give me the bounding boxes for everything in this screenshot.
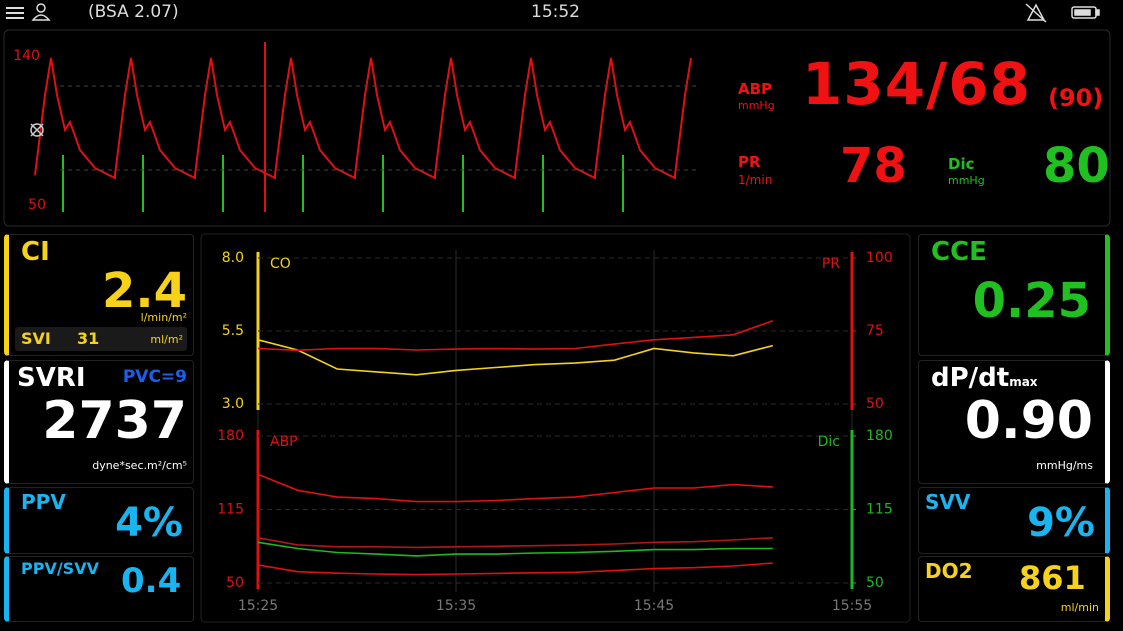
dpdt-unit: mmHg/ms [1036,459,1093,472]
trend-panel [200,233,911,623]
patient-bsa: (BSA 2.07) [88,2,179,22]
dpdt-tile[interactable]: dP/dtmax 0.90 mmHg/ms [918,360,1110,484]
cce-value: 0.25 [972,273,1091,329]
trend-line [257,562,773,576]
menu-icon[interactable] [6,7,24,19]
y-tick-label: 115 [217,502,244,518]
cce-tile[interactable]: CCE 0.25 [918,234,1110,356]
dic-value: 80 [1043,138,1110,194]
do2-value: 861 [1019,559,1086,597]
patient-icon[interactable] [31,3,51,21]
alarm-off-icon[interactable] [1025,3,1047,23]
ci-label: CI [21,237,50,267]
clock: 15:52 [531,2,580,22]
svv-value: 9% [1027,500,1095,546]
x-tick-label: 15:25 [238,598,278,614]
do2-unit: ml/min [1060,601,1099,614]
ci-unit: l/min/m² [140,311,187,324]
svi-unit: ml/m² [150,333,183,346]
waveform-scale-max: 140 [13,48,40,64]
y-tick-label: 5.5 [222,323,244,339]
y-tick-label: 3.0 [222,396,244,412]
ppv-svv-tile[interactable]: PPV/SVV 0.4 [4,556,194,622]
svi-row: SVI 31 ml/m² [15,327,187,351]
abp-waveform [34,42,700,212]
svi-value: 31 [77,329,100,348]
x-tick-label: 15:35 [436,598,476,614]
ppv-svv-value: 0.4 [121,561,182,601]
series-legend: PR [822,256,840,272]
trend-line [257,537,773,549]
svv-label: SVV [925,490,971,514]
dic-label: Dic [948,155,975,173]
ppv-value: 4% [115,500,183,546]
y-tick-label: 8.0 [222,250,244,266]
y2-tick-label: 115 [866,502,893,518]
abp-label: ABP [738,80,773,98]
svri-value: 2737 [42,391,187,451]
abp-value: 134/68 [802,50,1031,118]
svri-unit: dyne*sec.m²/cm⁵ [92,459,187,472]
x-tick-label: 15:55 [832,598,872,614]
series-legend: ABP [270,434,298,450]
trend-line [257,541,773,557]
pr-unit: 1/min [738,173,773,187]
trend-line [257,339,773,376]
y2-tick-label: 100 [866,250,893,266]
dic-unit: mmHg [948,174,985,187]
y2-tick-label: 180 [866,428,893,444]
dpdt-subscript: max [1009,375,1038,389]
abp-unit: mmHg [738,99,775,112]
ppv-svv-label: PPV/SVV [21,559,99,578]
y-tick-label: 180 [217,428,244,444]
do2-tile[interactable]: DO2 861 ml/min [918,556,1110,622]
battery-icon [1071,6,1100,19]
y2-tick-label: 50 [866,575,884,591]
y-tick-label: 50 [226,575,244,591]
trend-line [257,473,773,503]
pr-label: PR [738,153,761,171]
trend-line [257,320,774,352]
y2-tick-label: 75 [866,323,884,339]
dpdt-label: dP/dtmax [931,363,1038,393]
ci-value: 2.4 [101,263,187,319]
waveform-trace [34,57,692,180]
svv-tile[interactable]: SVV 9% [918,487,1110,554]
ppv-label: PPV [21,490,66,514]
do2-label: DO2 [925,559,973,583]
svri-tile[interactable]: SVRI PVC=9 2737 dyne*sec.m²/cm⁵ [4,360,194,484]
series-legend: Dic [818,434,840,450]
x-tick-label: 15:45 [634,598,674,614]
dpdt-value: 0.90 [964,391,1093,451]
waveform-scale-min: 50 [28,197,46,213]
pulse-icon [30,123,44,137]
waveform-panel [3,29,1111,227]
ci-tile[interactable]: CI 2.4 l/min/m² SVI 31 ml/m² [4,234,194,356]
series-legend: CO [270,256,291,272]
pr-value: 78 [840,138,907,194]
ppv-tile[interactable]: PPV 4% [4,487,194,554]
abp-mean: (90) [1048,84,1104,112]
svri-label: SVRI [17,363,86,393]
svi-label: SVI [21,329,51,348]
pvc-label: PVC=9 [122,367,187,387]
dpdt-text: dP/dt [931,363,1010,393]
cce-label: CCE [931,237,987,267]
y2-tick-label: 50 [866,396,884,412]
